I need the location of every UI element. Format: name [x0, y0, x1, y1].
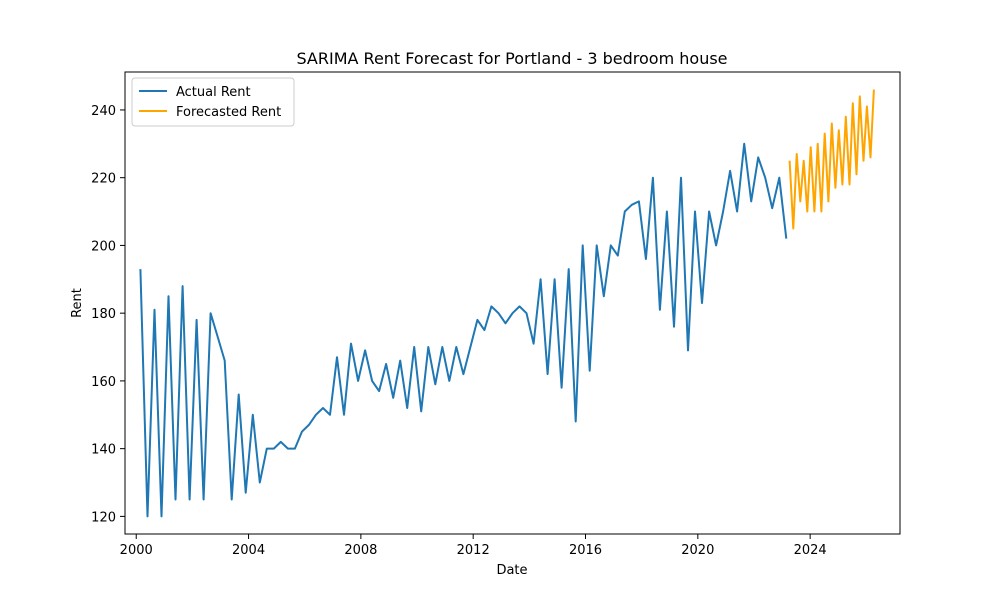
y-axis-label: Rent — [70, 288, 85, 318]
legend-label-forecast: Forecasted Rent — [176, 105, 281, 120]
x-tick-label: 2016 — [569, 543, 602, 558]
plot-frame — [124, 71, 901, 535]
series-line-actual-rent — [139, 142, 788, 518]
series-line-forecasted-rent — [788, 89, 875, 230]
x-tick-label: 2004 — [232, 543, 265, 558]
y-tick-label: 200 — [91, 239, 116, 254]
legend-label-actual: Actual Rent — [176, 85, 251, 100]
y-tick-label: 120 — [91, 510, 116, 525]
y-tick-label: 220 — [91, 172, 116, 187]
x-tick-label: 2008 — [344, 543, 377, 558]
legend-box — [131, 77, 295, 127]
y-tick-label: 240 — [91, 104, 116, 119]
x-tick-label: 2020 — [681, 543, 714, 558]
x-tick-label: 2012 — [457, 543, 490, 558]
x-tick-label: 2000 — [120, 543, 153, 558]
y-tick-label: 180 — [91, 307, 116, 322]
chart-title: SARIMA Rent Forecast for Portland - 3 be… — [296, 49, 727, 68]
y-tick-label: 160 — [91, 375, 116, 390]
x-axis: 2000 2004 2008 2012 2016 2020 2024 — [120, 534, 827, 558]
x-axis-label: Date — [496, 563, 527, 578]
y-axis: 120 140 160 180 200 220 240 — [91, 104, 125, 525]
y-tick-label: 140 — [91, 443, 116, 458]
series-layer — [139, 89, 875, 518]
legend: Actual Rent Forecasted Rent — [131, 77, 295, 127]
x-tick-label: 2024 — [794, 543, 827, 558]
